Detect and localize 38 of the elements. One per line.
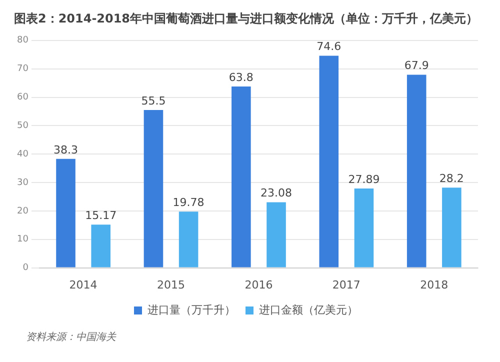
y-tick-label: 50 xyxy=(17,121,29,132)
data-label: 38.3 xyxy=(54,143,78,156)
x-tick-label: 2017 xyxy=(332,278,360,292)
bar xyxy=(266,202,286,268)
y-tick-label: 0 xyxy=(22,263,29,274)
y-tick-label: 40 xyxy=(17,149,29,160)
bar xyxy=(178,212,198,268)
y-tick-label: 30 xyxy=(17,178,29,188)
x-tick-label: 2018 xyxy=(420,278,448,292)
data-label: 19.78 xyxy=(172,196,204,209)
data-label: 23.08 xyxy=(260,186,292,200)
legend-label: 进口量（万千升） xyxy=(148,303,236,316)
legend-label: 进口金额（亿美元） xyxy=(259,303,358,316)
x-tick-label: 2014 xyxy=(69,278,98,292)
bar xyxy=(91,224,110,268)
data-label: 55.5 xyxy=(141,94,166,108)
bar xyxy=(319,56,339,268)
bar xyxy=(442,188,462,268)
data-label: 15.17 xyxy=(85,209,117,222)
bar xyxy=(56,158,76,268)
bar xyxy=(406,74,426,268)
y-tick-label: 20 xyxy=(17,206,29,216)
y-tick-label: 80 xyxy=(17,36,29,46)
chart-title: 图表2：2014-2018年中国葡萄酒进口量与进口额变化情况（单位：万千升，亿美元） xyxy=(14,11,478,26)
data-label: 28.2 xyxy=(439,172,464,185)
y-tick-label: 70 xyxy=(17,64,29,74)
data-label: 74.6 xyxy=(316,40,342,54)
bar xyxy=(144,110,164,268)
text: 资料来源：中国海关 xyxy=(26,330,118,344)
data-label: 63.8 xyxy=(228,70,254,84)
y-tick-label: 10 xyxy=(17,234,29,245)
y-tick-label: 60 xyxy=(17,92,29,103)
x-tick-label: 2016 xyxy=(244,278,273,292)
bar xyxy=(232,86,251,268)
x-tick-label: 2015 xyxy=(157,278,186,292)
bar xyxy=(354,188,374,268)
data-label: 67.9 xyxy=(404,59,429,72)
data-label: 27.89 xyxy=(348,172,380,186)
